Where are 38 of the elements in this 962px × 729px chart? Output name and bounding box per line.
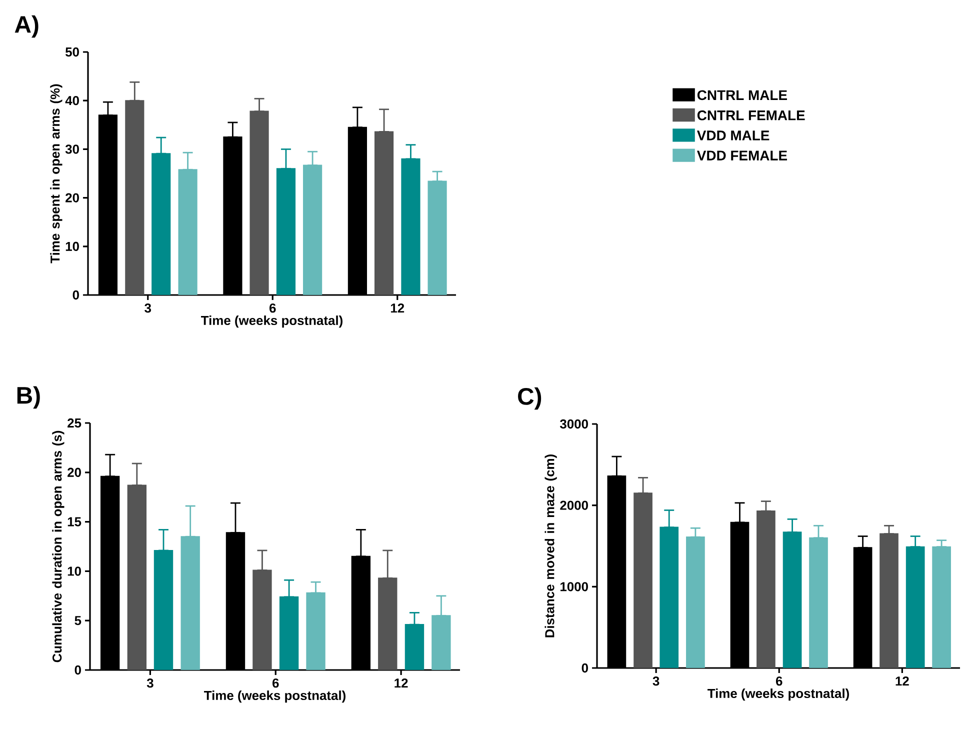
x-tick-label: 3 bbox=[652, 676, 660, 686]
y-axis-title: Cumulative duration in open arms (s) bbox=[52, 430, 64, 662]
y-tick-label: 10 bbox=[66, 242, 79, 251]
y-tick-label: 25 bbox=[68, 418, 82, 428]
y-tick-label: 15 bbox=[68, 517, 82, 526]
x-tick-label: 12 bbox=[896, 676, 909, 686]
x-tick-label: 12 bbox=[390, 303, 404, 313]
y-tick-label: 0 bbox=[72, 290, 79, 300]
y-tick-label: 0 bbox=[74, 665, 81, 675]
x-tick-label: 6 bbox=[272, 678, 279, 688]
x-axis-title: Time (weeks postnatal) bbox=[204, 690, 346, 703]
y-tick-label: 1000 bbox=[560, 582, 588, 592]
y-tick-label: 30 bbox=[65, 144, 79, 154]
legend-label: VDD MALE bbox=[696, 130, 770, 140]
y-axis-title: Time spent in open arms (%) bbox=[50, 84, 62, 264]
legend-label: CNTRL MALE bbox=[697, 90, 787, 100]
x-tick-label: 6 bbox=[776, 676, 782, 686]
x-axis-title: Time (weeks postnatal) bbox=[201, 316, 342, 328]
y-axis-title: Distance moved in maze (cm) bbox=[544, 454, 557, 638]
chart-title: A) bbox=[14, 15, 38, 38]
chart-title: B) bbox=[17, 386, 40, 409]
x-tick-label: 12 bbox=[394, 678, 408, 688]
x-axis-title: Time (weeks postnatal) bbox=[708, 688, 849, 701]
y-tick-label: 20 bbox=[66, 193, 79, 202]
x-tick-label: 3 bbox=[146, 678, 154, 688]
y-tick-label: 3000 bbox=[560, 419, 588, 429]
y-tick-label: 20 bbox=[68, 468, 81, 477]
y-tick-label: 5 bbox=[74, 616, 82, 626]
y-tick-label: 10 bbox=[68, 566, 81, 576]
y-tick-label: 0 bbox=[582, 663, 588, 673]
legend-label: CNTRL FEMALE bbox=[697, 110, 805, 120]
y-tick-label: 2000 bbox=[560, 500, 588, 510]
x-tick-label: 3 bbox=[144, 303, 152, 313]
y-tick-label: 50 bbox=[66, 47, 79, 57]
y-tick-label: 40 bbox=[65, 96, 79, 106]
chart-title: C) bbox=[518, 387, 542, 410]
legend-label: VDD FEMALE bbox=[696, 150, 787, 160]
x-tick-label: 6 bbox=[269, 303, 276, 313]
